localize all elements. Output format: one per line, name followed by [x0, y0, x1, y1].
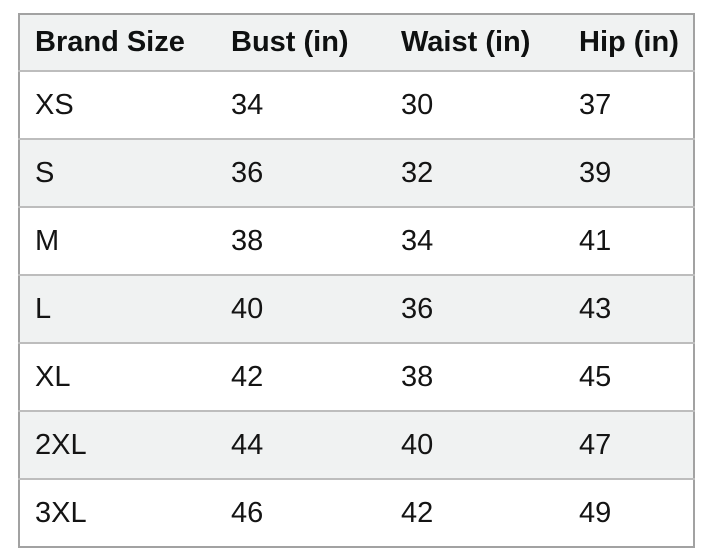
column-header-brand-size: Brand Size	[19, 14, 216, 72]
table-row-2xl: 2XL 44 40 47	[19, 411, 694, 479]
size-chart-table: Brand Size Bust (in) Waist (in) Hip (in)…	[18, 13, 695, 548]
table-row-m: M 38 34 41	[19, 207, 694, 275]
size-cell: L	[19, 275, 216, 343]
waist-cell: 34	[386, 207, 564, 275]
size-chart-body: XS 34 30 37 S 36 32 39 M 38 34 41 L 40 3…	[19, 71, 694, 547]
hip-cell: 43	[564, 275, 694, 343]
header-row: Brand Size Bust (in) Waist (in) Hip (in)	[19, 14, 694, 72]
bust-cell: 38	[216, 207, 386, 275]
waist-cell: 40	[386, 411, 564, 479]
hip-cell: 37	[564, 71, 694, 139]
size-cell: S	[19, 139, 216, 207]
table-row-xl: XL 42 38 45	[19, 343, 694, 411]
table-row-s: S 36 32 39	[19, 139, 694, 207]
column-header-hip: Hip (in)	[564, 14, 694, 72]
size-cell: XL	[19, 343, 216, 411]
size-chart-container: Brand Size Bust (in) Waist (in) Hip (in)…	[18, 13, 695, 548]
bust-cell: 36	[216, 139, 386, 207]
waist-cell: 36	[386, 275, 564, 343]
waist-cell: 42	[386, 479, 564, 547]
hip-cell: 47	[564, 411, 694, 479]
size-cell: XS	[19, 71, 216, 139]
hip-cell: 39	[564, 139, 694, 207]
table-row-l: L 40 36 43	[19, 275, 694, 343]
bust-cell: 34	[216, 71, 386, 139]
hip-cell: 49	[564, 479, 694, 547]
bust-cell: 44	[216, 411, 386, 479]
waist-cell: 30	[386, 71, 564, 139]
table-row-3xl: 3XL 46 42 49	[19, 479, 694, 547]
bust-cell: 42	[216, 343, 386, 411]
size-cell: M	[19, 207, 216, 275]
table-row-xs: XS 34 30 37	[19, 71, 694, 139]
bust-cell: 46	[216, 479, 386, 547]
size-chart-header: Brand Size Bust (in) Waist (in) Hip (in)	[19, 14, 694, 72]
bust-cell: 40	[216, 275, 386, 343]
column-header-waist: Waist (in)	[386, 14, 564, 72]
hip-cell: 45	[564, 343, 694, 411]
size-cell: 2XL	[19, 411, 216, 479]
size-cell: 3XL	[19, 479, 216, 547]
waist-cell: 32	[386, 139, 564, 207]
waist-cell: 38	[386, 343, 564, 411]
hip-cell: 41	[564, 207, 694, 275]
column-header-bust: Bust (in)	[216, 14, 386, 72]
